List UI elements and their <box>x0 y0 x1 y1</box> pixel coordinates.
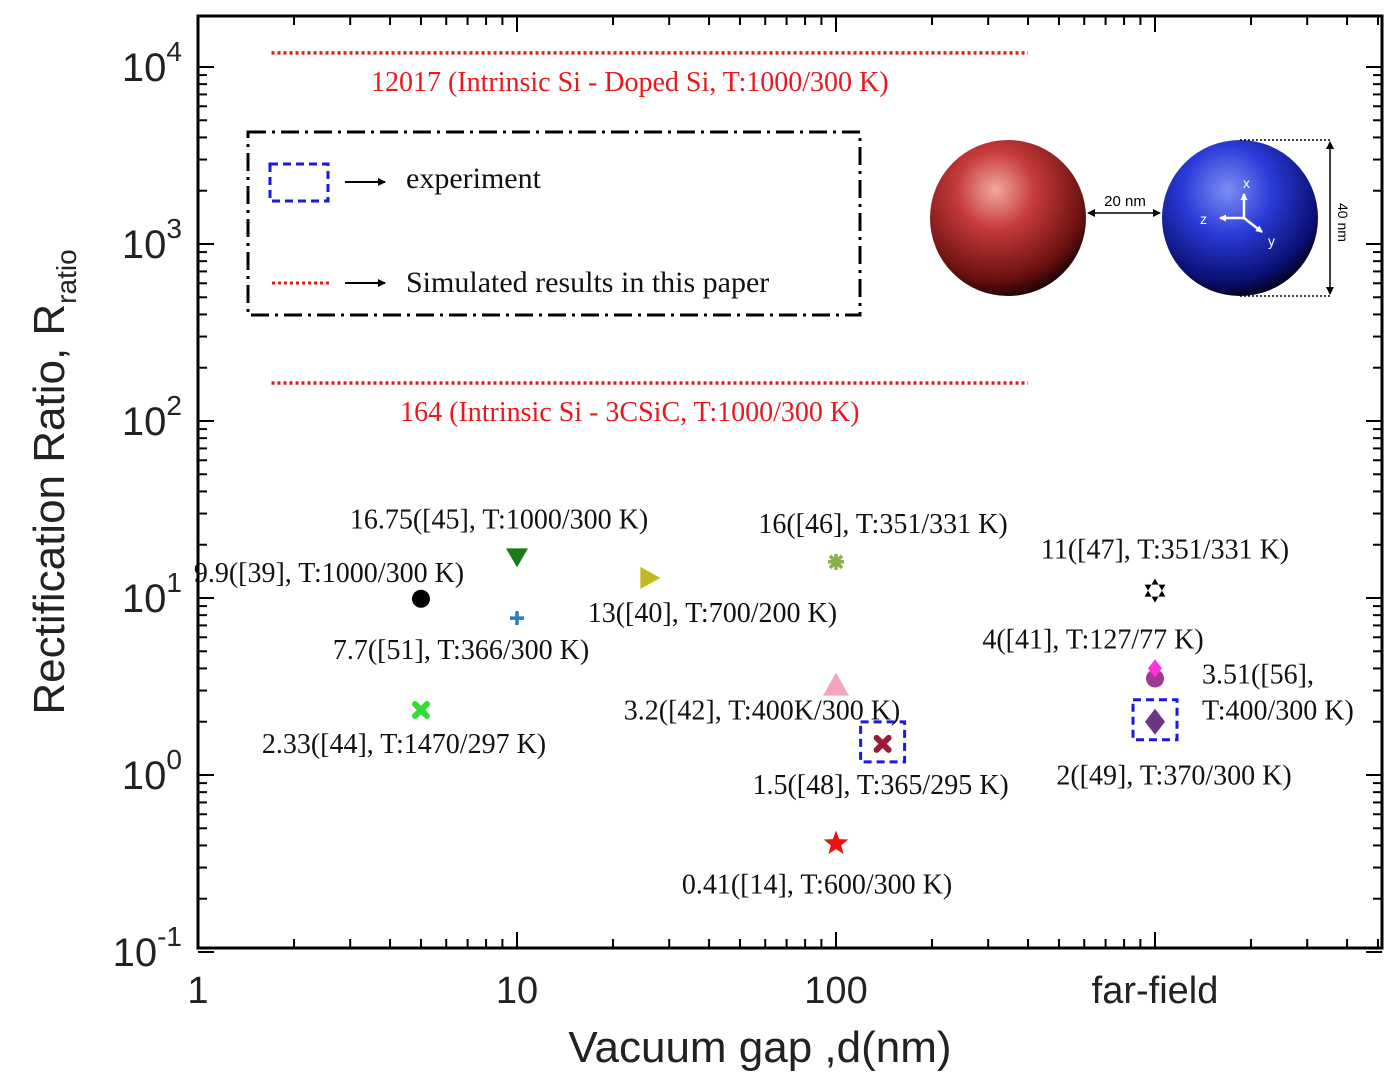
marker-diamond-large <box>1145 708 1165 735</box>
marker-triangle-right <box>640 566 661 589</box>
reference-lines: 12017 (Intrinsic Si - Doped Si, T:1000/3… <box>271 51 1029 428</box>
x-tick-label: far-field <box>1092 970 1219 1012</box>
point-label: 2([49], T:370/300 K) <box>1056 761 1291 792</box>
point-label: 3.51([56], T:400/300 K) <box>1202 659 1354 726</box>
legend-experiment-symbol <box>268 162 330 203</box>
marker-asterisk <box>828 553 844 570</box>
point-label: 0.41([14], T:600/300 K) <box>682 870 952 901</box>
legend-simulated-label: Simulated results in this paper <box>406 266 769 299</box>
y-tick-label: 103 <box>122 213 182 267</box>
axis-ticks <box>197 16 1382 953</box>
axis-x-label: x <box>1243 175 1250 191</box>
size-label: 40 nm <box>1335 203 1351 242</box>
reference-line-label: 12017 (Intrinsic Si - Doped Si, T:1000/3… <box>371 67 889 98</box>
marker-star5 <box>823 830 849 855</box>
y-tick-label: 104 <box>122 36 182 90</box>
x-tick-label: 100 <box>804 970 867 1012</box>
legend: experiment Simulated results in this pap… <box>246 130 862 317</box>
legend-frame <box>246 130 862 317</box>
experiment-box <box>859 720 907 764</box>
point-label: 16([46], T:351/331 K) <box>758 509 1007 540</box>
red-sphere <box>930 140 1086 296</box>
axis-z-label: z <box>1200 211 1207 227</box>
axis-y-label: y <box>1268 233 1275 249</box>
x-tick-labels: 1 10 100 far-field <box>187 970 1218 1012</box>
marker-plus <box>510 611 524 626</box>
data-points <box>411 548 1166 855</box>
marker-circle <box>411 589 430 608</box>
reference-line-label: 164 (Intrinsic Si - 3CSiC, T:1000/300 K) <box>400 397 859 428</box>
marker-x-bold <box>873 734 892 753</box>
y-tick-label: 102 <box>122 390 182 444</box>
x-tick-label: 1 <box>187 970 208 1012</box>
x-axis-label: Vacuum gap ,d(nm) <box>568 1023 951 1072</box>
y-axis-label-main: Rectification Ratio, R <box>25 304 74 715</box>
y-axis-label: Rectification Ratio, Rratio <box>25 249 82 714</box>
legend-experiment-label: experiment <box>406 162 542 195</box>
y-tick-labels: 10-1 100 101 102 103 104 <box>113 36 182 975</box>
point-label: 9.9([39], T:1000/300 K) <box>194 558 464 589</box>
point-label: 2.33([44], T:1470/297 K) <box>262 729 546 760</box>
y-tick-label: 101 <box>122 567 182 621</box>
point-label: 16.75([45], T:1000/300 K) <box>350 504 648 535</box>
y-tick-label: 10-1 <box>113 921 182 975</box>
marker-x-bold <box>411 700 430 719</box>
y-tick-label: 100 <box>122 744 182 798</box>
plot-frame <box>196 14 1384 950</box>
point-label: 11([47], T:351/331 K) <box>1041 535 1289 566</box>
marker-circle <box>1146 669 1164 688</box>
experiment-box <box>1131 698 1179 742</box>
gap-label: 20 nm <box>1104 193 1146 210</box>
point-label: 7.7([51], T:366/300 K) <box>333 635 589 666</box>
marker-triangle-down <box>506 548 528 568</box>
coordinate-axes-icon: x z y <box>1200 175 1275 249</box>
point-label: 1.5([48], T:365/295 K) <box>752 770 1008 801</box>
marker-hexagram <box>1144 578 1166 603</box>
y-axis-label-subscript: ratio <box>51 249 82 303</box>
point-labels: 9.9([39], T:1000/300 K) 16.75([45], T:100… <box>194 504 1354 900</box>
sphere-inset: 20 nm 40 nm x z y <box>930 139 1351 297</box>
point-label: 3.2([42], T:400K/300 K) <box>624 696 901 727</box>
x-tick-label: 10 <box>496 970 538 1012</box>
experiment-boxes <box>859 698 1179 764</box>
marker-triangle-up <box>823 672 849 696</box>
point-label: 4([41], T:127/77 K) <box>982 624 1203 655</box>
marker-diamond <box>1148 659 1162 678</box>
point-label: 13([40], T:700/200 K) <box>588 598 837 629</box>
